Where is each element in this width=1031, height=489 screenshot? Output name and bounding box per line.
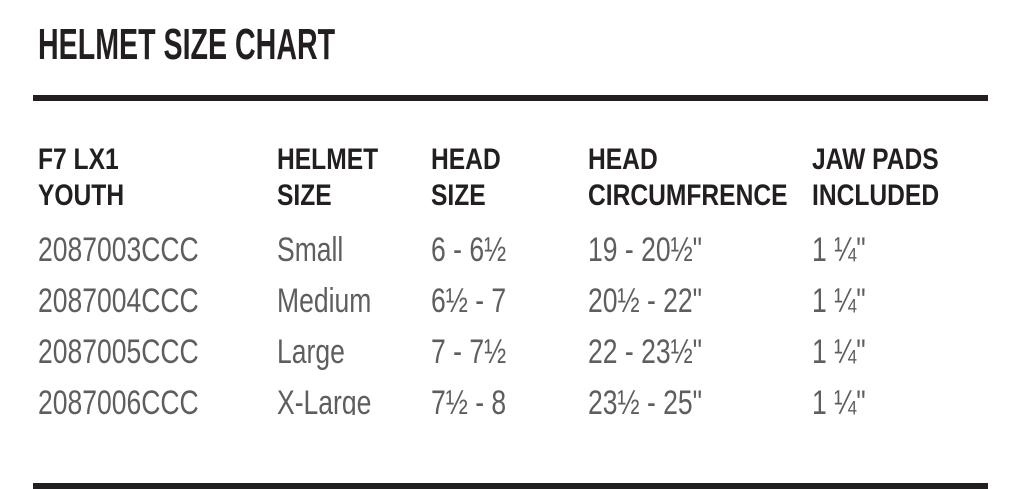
- bottom-divider: [33, 483, 988, 489]
- title-divider: [33, 95, 988, 101]
- row3-helmet-size: Large: [277, 333, 345, 371]
- row2-model: 2087004CCC: [38, 282, 199, 320]
- row4-jaw-pads: 1 ¼": [812, 384, 866, 415]
- column-header-head-size-line1: HEAD: [431, 143, 501, 176]
- row1-head-circumference: 19 - 20½": [588, 231, 703, 269]
- row2-head-size: 6½ - 7: [431, 282, 507, 320]
- row3-head-size: 7 - 7½: [431, 333, 507, 371]
- row2-jaw-pads: 1 ¼": [812, 282, 866, 320]
- page-title: HELMET SIZE CHART: [38, 20, 336, 69]
- row4-head-circumference: 23½ - 25": [588, 384, 703, 415]
- row1-jaw-pads: 1 ¼": [812, 231, 866, 269]
- row1-helmet-size: Small: [277, 231, 344, 269]
- table-clip-region: F7 LX1 YOUTH HELMET SIZE HEAD SIZE HEAD …: [38, 142, 993, 415]
- column-header-model: F7 LX1 YOUTH: [38, 142, 234, 234]
- column-header-head-size-line2: SIZE: [431, 179, 486, 212]
- column-header-jaw-pads-line1: JAW PADS: [812, 143, 939, 176]
- row4-head-size: 7½ - 8: [431, 384, 507, 415]
- column-header-model-line1: F7 LX1: [38, 143, 119, 176]
- row2-helmet-size: Medium: [277, 282, 372, 320]
- row1-model: 2087003CCC: [38, 231, 199, 269]
- row2-head-circumference: 20½ - 22": [588, 282, 703, 320]
- size-table: F7 LX1 YOUTH HELMET SIZE HEAD SIZE HEAD …: [38, 142, 993, 415]
- column-header-helmet-size-line1: HELMET: [277, 143, 379, 176]
- column-header-head-circumference-line1: HEAD: [588, 143, 658, 176]
- row3-jaw-pads: 1 ¼": [812, 333, 866, 371]
- column-header-model-line2: YOUTH: [38, 179, 125, 212]
- column-header-helmet-size-line2: SIZE: [277, 179, 332, 212]
- column-header-jaw-pads-line2: INCLUDED: [812, 179, 940, 212]
- row4-model: 2087006CCC: [38, 384, 199, 415]
- column-header-head-circumference: HEAD CIRCUMFRENCE: [588, 142, 788, 234]
- column-header-head-circumference-line2: CIRCUMFRENCE: [588, 179, 788, 212]
- column-header-jaw-pads: JAW PADS INCLUDED: [812, 142, 960, 234]
- column-header-head-size: HEAD SIZE: [431, 142, 560, 234]
- row1-head-size: 6 - 6½: [431, 231, 507, 269]
- row4-helmet-size: X-Large: [277, 384, 372, 415]
- column-header-helmet-size: HELMET SIZE: [277, 142, 403, 234]
- row3-model: 2087005CCC: [38, 333, 199, 371]
- row3-head-circumference: 22 - 23½": [588, 333, 703, 371]
